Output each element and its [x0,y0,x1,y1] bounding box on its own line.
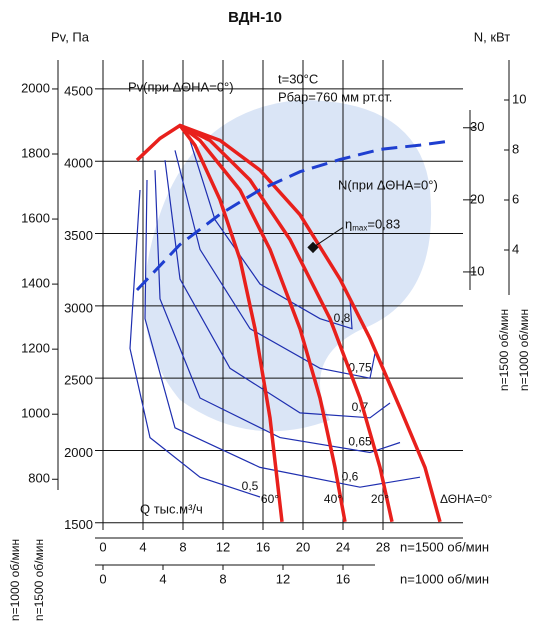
x2-tick-label: 12 [276,571,290,586]
y-tick-label: 1500 [64,517,93,532]
y3-tick-label: 1600 [21,210,50,225]
y-tick-label: 3500 [64,228,93,243]
y-tick-label: 4500 [64,83,93,98]
y-tick-label: 4000 [64,156,93,171]
annotation: t=30°C [278,71,318,86]
x2-tick-label: 4 [159,571,166,586]
y3-tick-label: 1200 [21,341,50,356]
x2-tick-label: 16 [336,571,350,586]
y3-tick-label: 800 [28,471,50,486]
efficiency-label: 0,65 [348,435,372,449]
y3-tick-label: 1000 [21,406,50,421]
efficiency-curve [129,189,261,498]
power-label: N(при ΔΘНА=0°) [338,177,438,192]
y-tick-label: 3000 [64,300,93,315]
curve-label: 20° [371,492,389,506]
x-axis-label: n=1500 об/мин [400,539,489,554]
y2-axis-label: N, кВт [474,29,511,44]
annotation: Pбар=760 мм рт.ст. [278,89,392,104]
efficiency-curve [144,179,421,488]
y4-tick-label: 6 [512,191,519,206]
x-tick-label: 12 [216,539,230,554]
curve-label: 60° [261,492,279,506]
pressure-curve [178,124,284,523]
pressure-curve [179,123,394,523]
x-tick-label: 28 [376,539,390,554]
x-tick-label: 0 [99,539,106,554]
curve-label: 40° [324,492,342,506]
efficiency-label: 0,5 [242,479,259,493]
pressure-curve [135,123,442,523]
efficiency-label: 0,8 [334,311,351,325]
x-tick-label: 16 [256,539,270,554]
y2-tick-label: 10 [470,263,484,278]
efficiency-label: 0,75 [348,360,372,374]
x-tick-label: 24 [336,539,350,554]
x2-axis-label: n=1000 об/мин [400,571,489,586]
y-tick-label: 2000 [64,445,93,460]
x2-tick-label: 8 [219,571,226,586]
annotation: Pv(при ΔΘНА=0°) [128,79,234,94]
efficiency-label: 0,6 [342,469,359,483]
y4-side-label: n=1000 об/мин [517,309,531,391]
y-tick-label: 2500 [64,373,93,388]
x-tick-label: 20 [296,539,310,554]
pressure-curve [178,124,347,523]
leader [312,227,344,248]
y3-tick-label: 2000 [21,80,50,95]
y2-tick-label: 30 [470,119,484,134]
x-tick-label: 4 [139,539,146,554]
chart-title: ВДН-10 [228,9,282,26]
y2-tick-label: 20 [470,191,484,206]
eta-value: =0,83 [367,217,400,232]
eta-label: ηmax=0,83 [345,217,400,233]
eta: η [345,217,352,232]
curve-label: ΔΘНА=0° [440,492,492,506]
annotation: Q тыс.м³/ч [140,501,203,516]
y4-tick-label: 8 [512,141,519,156]
y4-tick-label: 4 [512,241,519,256]
y-axis-label: Pv, Па [51,29,90,44]
x-tick-label: 8 [179,539,186,554]
y3-tick-label: 1800 [21,145,50,160]
x2-tick-label: 0 [99,571,106,586]
y3-side-label: n=1000 об/мин [8,539,22,621]
y3-tick-label: 1400 [21,276,50,291]
y4-tick-label: 10 [512,91,526,106]
eta-sub: max [352,224,367,233]
y-side-label: n=1500 об/мин [32,539,46,621]
y2-side-label: n=1500 об/мин [497,309,511,391]
power-curve [135,140,448,292]
watermark [144,100,432,432]
